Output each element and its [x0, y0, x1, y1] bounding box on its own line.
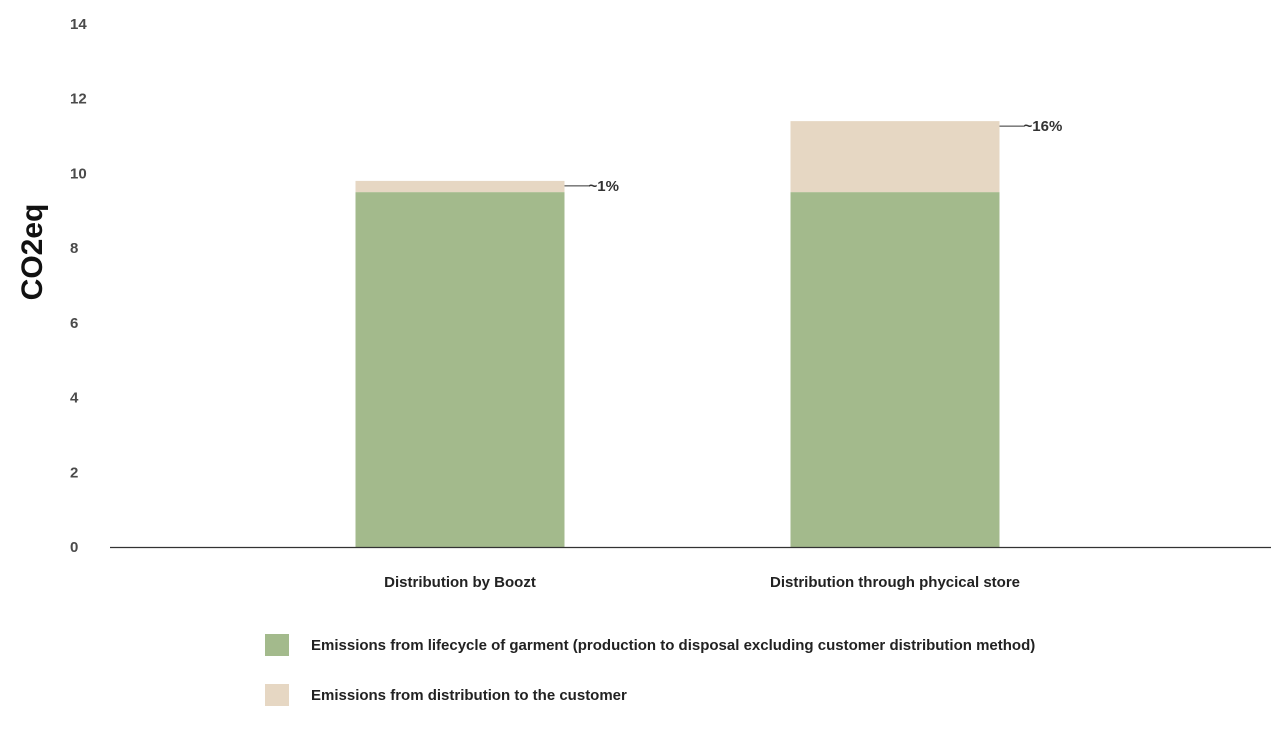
y-tick-label: 12 — [70, 91, 87, 108]
y-tick-label: 6 — [70, 315, 78, 332]
x-category-label: Distribution by Boozt — [384, 574, 536, 591]
y-tick-label: 10 — [70, 165, 87, 182]
bar-segment-lifecycle — [355, 192, 565, 547]
y-tick-label: 4 — [70, 390, 79, 407]
y-axis-label: CO2eq — [16, 204, 49, 301]
legend-item-distribution: Emissions from distribution to the custo… — [265, 684, 1035, 706]
legend-swatch-lifecycle — [265, 634, 289, 656]
annotation-label: ~16% — [1024, 118, 1063, 135]
x-axis-categories: Distribution by Boozt Distribution throug… — [384, 574, 1020, 591]
y-axis-ticks: 0 2 4 6 8 10 12 14 — [70, 16, 87, 556]
y-tick-label: 0 — [70, 539, 78, 556]
x-category-label: Distribution through phycical store — [770, 574, 1020, 591]
bar-segments — [355, 121, 1000, 547]
legend-label-lifecycle: Emissions from lifecycle of garment (pro… — [311, 636, 1036, 654]
y-tick-label: 8 — [70, 240, 78, 257]
legend-label-distribution: Emissions from distribution to the custo… — [311, 686, 627, 704]
bar-segment-distribution — [790, 121, 1000, 193]
bar-segment-distribution — [355, 180, 565, 193]
bar-segment-lifecycle — [790, 192, 1000, 547]
legend: Emissions from lifecycle of garment (pro… — [265, 634, 1035, 734]
legend-item-lifecycle: Emissions from lifecycle of garment (pro… — [265, 634, 1035, 656]
bar-annotations: ~1% ~16% — [564, 118, 1063, 195]
legend-swatch-distribution — [265, 684, 289, 706]
annotation-label: ~1% — [589, 178, 619, 195]
stacked-bar-chart: CO2eq 0 2 4 6 8 10 12 14 ~1% ~16% Distribution b… — [16, 16, 1271, 591]
y-tick-label: 2 — [70, 464, 78, 481]
y-tick-label: 14 — [70, 16, 87, 33]
